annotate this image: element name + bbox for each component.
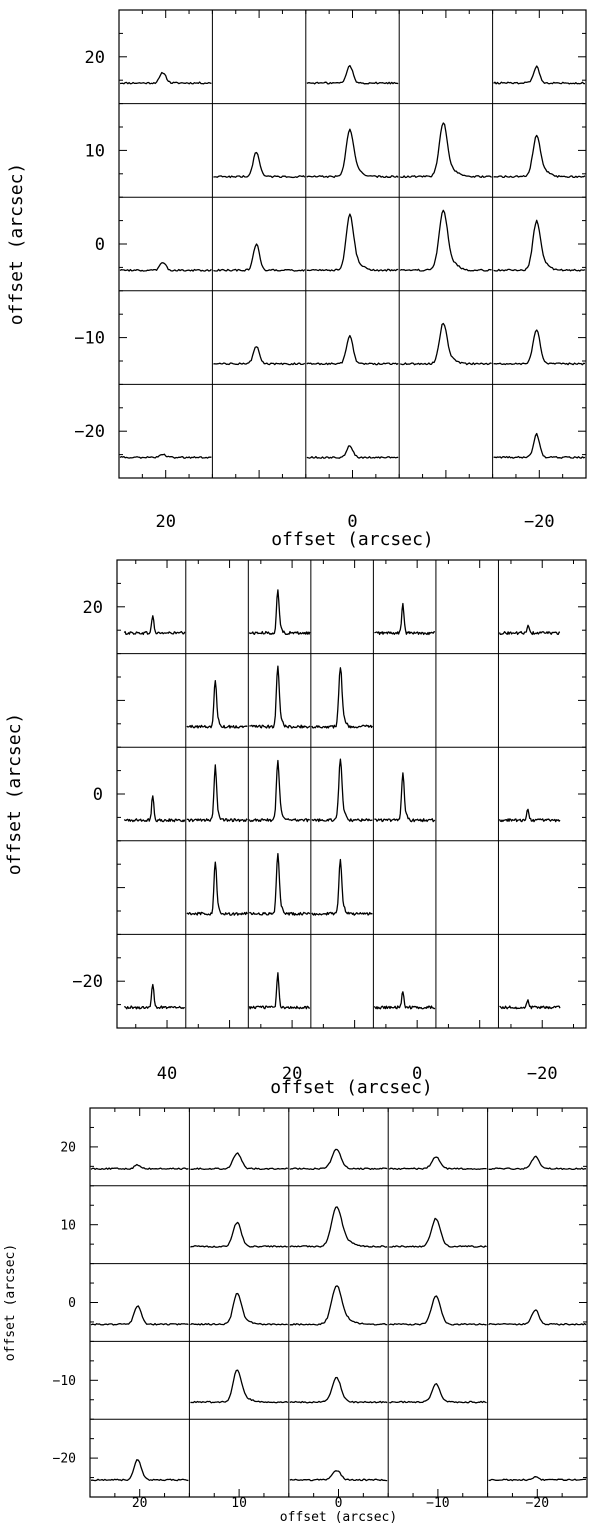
- spectrum-line: [123, 615, 186, 636]
- spectrum-line: [488, 1155, 587, 1171]
- spectrum-line: [186, 861, 248, 916]
- spectrum-line: [249, 852, 311, 916]
- x-axis-label: offset (arcsec): [271, 529, 434, 550]
- spectrum-line: [374, 772, 436, 823]
- y-tick-label: 20: [83, 598, 103, 618]
- spectrum-line: [190, 1369, 289, 1404]
- spectrum-line: [190, 1221, 288, 1248]
- y-tick-label: 20: [60, 1140, 76, 1155]
- y-tick-label: −20: [74, 422, 105, 442]
- spectrum-line: [306, 128, 399, 179]
- x-tick-label: 20: [282, 1064, 302, 1084]
- x-tick-label: −20: [526, 1496, 549, 1511]
- spectrum-line: [488, 1309, 587, 1326]
- y-axis-label: offset (arcsec): [3, 1244, 18, 1361]
- spectrum-line: [306, 213, 399, 272]
- spectrum-line: [400, 322, 492, 366]
- x-tick-label: 0: [412, 1064, 422, 1084]
- spectrum-line: [311, 858, 373, 916]
- spectrum-line: [119, 262, 212, 272]
- spectrum-line: [123, 983, 186, 1010]
- spectrum-line: [213, 243, 306, 272]
- x-tick-label: 20: [155, 512, 175, 532]
- y-tick-label: −10: [74, 329, 105, 349]
- spectrum-line: [389, 1217, 487, 1248]
- y-tick-label: −10: [53, 1374, 76, 1389]
- spectrum-line: [289, 1285, 388, 1326]
- spectrum-line: [389, 1383, 487, 1404]
- spectrum-line: [488, 1476, 587, 1482]
- spectral-map-panel-1: 20 10 0 −10 −20 20 0 −20 offset (arcsec) offset (…: [6, 9, 587, 550]
- plot-frame: [118, 9, 587, 479]
- spectrum-line: [189, 1292, 288, 1326]
- spectrum-line: [119, 71, 212, 85]
- spectrum-line: [493, 432, 586, 459]
- x-tick-label: 20: [132, 1496, 148, 1511]
- spectrum-line: [289, 1206, 388, 1248]
- spectrum-line: [499, 999, 561, 1010]
- x-tick-label: 0: [335, 1496, 343, 1511]
- spectrum-line: [249, 665, 311, 729]
- spectrum-line: [306, 445, 399, 459]
- spectrum-line: [493, 134, 586, 179]
- spectrum-line: [374, 602, 436, 636]
- spectrum-line: [90, 1459, 189, 1482]
- spectrum-line: [248, 589, 311, 636]
- y-tick-label: −20: [72, 972, 103, 992]
- x-tick-label: −10: [426, 1496, 449, 1511]
- y-tick-label: 10: [85, 141, 105, 161]
- spectrum-line: [498, 808, 561, 823]
- spectrum-line: [493, 65, 585, 85]
- spectrum-line: [90, 1305, 189, 1326]
- spectrum-line: [190, 1152, 288, 1171]
- plot-frame: [116, 559, 587, 1029]
- x-tick-label: 0: [347, 512, 357, 532]
- y-axis-label: offset (arcsec): [4, 713, 25, 876]
- spectral-map-panel-3: 20 10 0 −10 −20 20 10 0 −10 −20 offset (arcsec) off…: [3, 1107, 588, 1525]
- spectrum-line: [388, 1295, 487, 1326]
- spectrum-line: [399, 209, 492, 272]
- y-tick-label: 20: [85, 48, 105, 68]
- spectrum-line: [399, 122, 492, 179]
- x-tick-label: 10: [231, 1496, 247, 1511]
- y-tick-label: 10: [60, 1218, 76, 1233]
- spectrum-line: [186, 764, 248, 823]
- x-tick-label: 40: [157, 1064, 177, 1084]
- spectrum-line: [289, 1470, 388, 1482]
- y-tick-label: 0: [95, 235, 105, 255]
- spectrum-line: [248, 759, 311, 823]
- spectrum-line: [213, 151, 306, 179]
- spectrum-line: [289, 1376, 388, 1404]
- spectrum-line: [289, 1148, 388, 1171]
- spectrum-line: [493, 219, 586, 272]
- x-tick-label: −20: [524, 512, 555, 532]
- spectrum-line: [306, 334, 399, 366]
- y-tick-label: −20: [53, 1452, 76, 1467]
- spectrum-line: [493, 329, 586, 366]
- spectrum-line: [248, 972, 310, 1010]
- spectrum-line: [306, 64, 399, 85]
- y-axis-label: offset (arcsec): [6, 163, 27, 326]
- y-tick-label: 0: [68, 1296, 76, 1311]
- spectrum-line: [213, 346, 306, 366]
- spectrum-line: [373, 991, 436, 1010]
- plot-frame: [89, 1107, 588, 1498]
- x-axis-label: offset (arcsec): [270, 1077, 433, 1098]
- spectrum-line: [123, 795, 186, 823]
- spectrum-line: [311, 667, 373, 729]
- x-axis-label: offset (arcsec): [280, 1510, 397, 1525]
- spectrum-line: [498, 624, 561, 636]
- spectral-map-panel-2: 20 0 −20 40 20 0 −20 offset (arcsec) offset (arc…: [4, 559, 587, 1098]
- spectrum-line: [311, 758, 373, 823]
- spectrum-line: [186, 680, 248, 729]
- spectrum-line: [90, 1163, 189, 1171]
- spectrum-line: [119, 453, 212, 459]
- y-tick-label: 0: [93, 785, 103, 805]
- x-tick-label: −20: [527, 1064, 558, 1084]
- spectrum-line: [388, 1156, 487, 1171]
